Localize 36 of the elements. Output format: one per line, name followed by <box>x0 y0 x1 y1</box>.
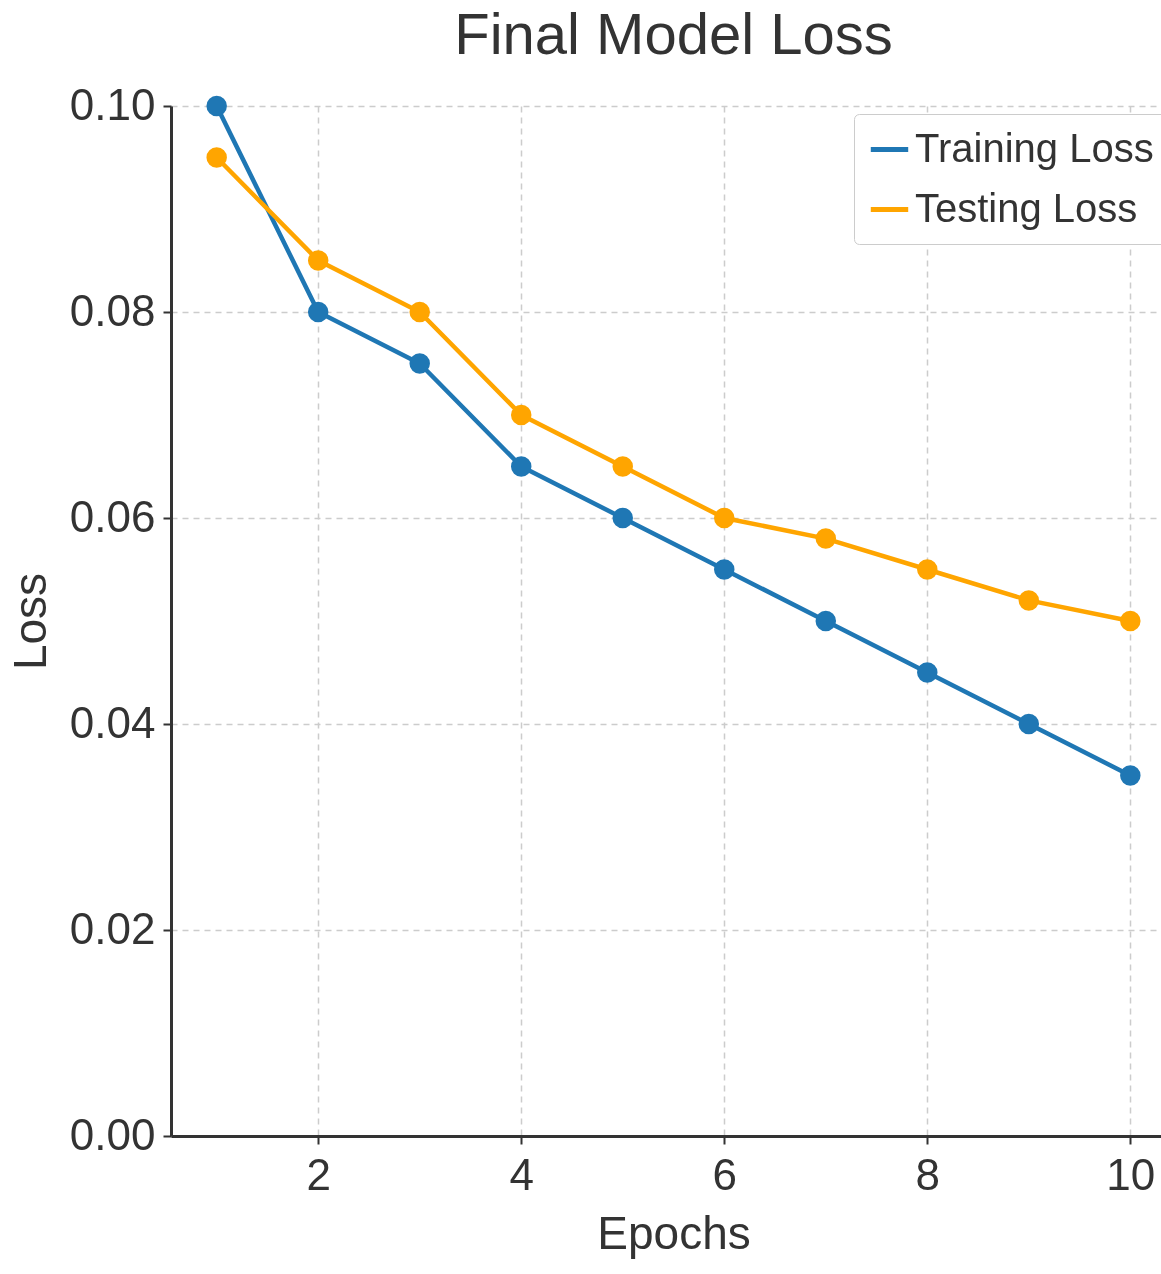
y-axis-title: Loss <box>3 572 56 671</box>
x-tick-label: 10 <box>1106 1149 1156 1199</box>
point <box>1018 713 1040 735</box>
y-tick-label: 0.00 <box>69 1109 156 1159</box>
point <box>815 610 837 632</box>
point <box>1120 765 1141 786</box>
point <box>206 95 227 117</box>
point <box>1120 610 1141 632</box>
point <box>917 662 938 683</box>
y-tick-label: 0.06 <box>69 491 156 541</box>
point <box>510 456 532 477</box>
x-axis-title: Epochs <box>597 1206 751 1259</box>
x-tick-label: 4 <box>509 1149 534 1199</box>
point <box>612 507 633 529</box>
point <box>510 404 532 426</box>
point <box>612 456 633 477</box>
point <box>307 250 329 271</box>
point <box>409 353 430 374</box>
legend-label: Testing Loss <box>915 185 1138 230</box>
point <box>409 301 430 323</box>
point <box>206 147 227 168</box>
chart-title: Final Model Loss <box>454 1 893 66</box>
legend-label: Training Loss <box>915 125 1154 170</box>
x-tick-label: 2 <box>306 1149 331 1199</box>
y-tick-label: 0.10 <box>69 79 156 129</box>
point <box>815 528 837 549</box>
y-tick-label: 0.02 <box>69 903 156 953</box>
point <box>714 559 735 580</box>
y-tick-label: 0.08 <box>69 285 156 335</box>
x-tick-label: 8 <box>915 1149 941 1199</box>
point <box>307 301 329 323</box>
point <box>714 507 735 529</box>
y-tick-label: 0.04 <box>69 697 156 747</box>
x-tick-label: 6 <box>712 1149 737 1199</box>
point <box>1018 590 1040 611</box>
point <box>917 559 938 580</box>
